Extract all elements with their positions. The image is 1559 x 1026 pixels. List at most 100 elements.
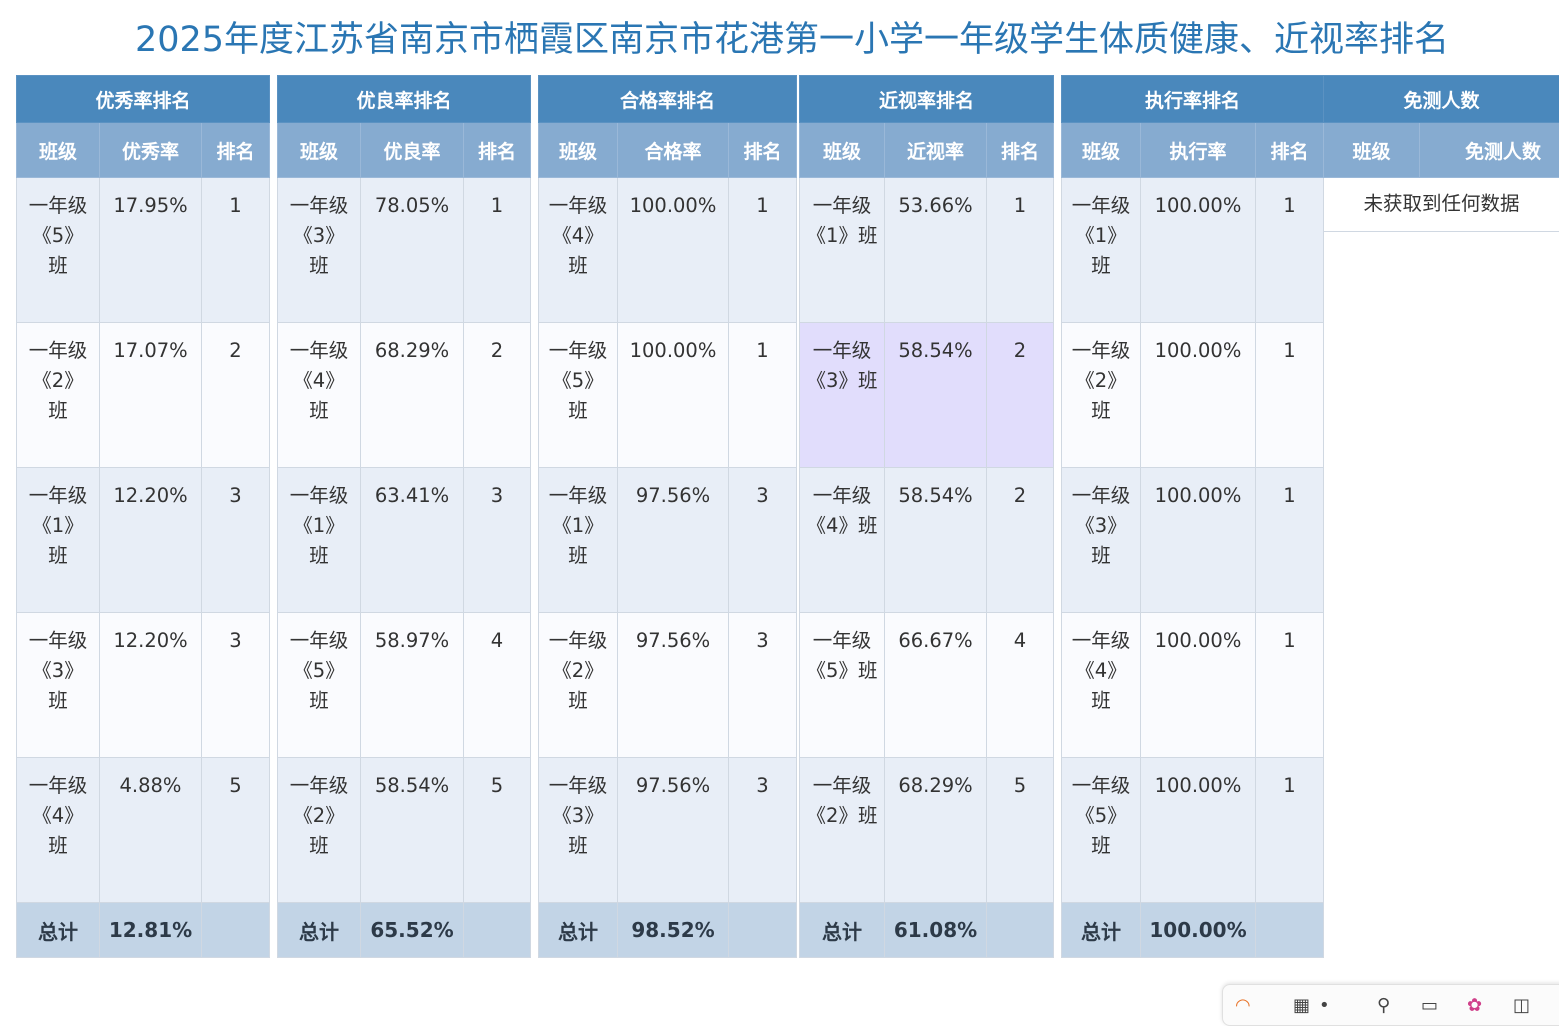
rank-cell: 1 <box>1256 758 1324 903</box>
class-cell: 一年级《1》班 <box>539 468 618 613</box>
class-cell: 一年级《3》班 <box>539 758 618 903</box>
rank-cell: 1 <box>1256 178 1324 323</box>
column-header-rank[interactable]: 排名 <box>464 123 531 178</box>
rate-cell: 12.20% <box>100 613 202 758</box>
rate-cell: 17.07% <box>100 323 202 468</box>
column-header-class[interactable]: 班级 <box>539 123 618 178</box>
column-header-class[interactable]: 班级 <box>1062 123 1141 178</box>
rank-cell: 3 <box>729 613 797 758</box>
rate-cell: 100.00% <box>1141 468 1256 613</box>
column-header-rate[interactable]: 执行率 <box>1141 123 1256 178</box>
total-rank-empty <box>464 903 531 958</box>
rate-cell: 100.00% <box>1141 178 1256 323</box>
rate-cell: 100.00% <box>618 178 729 323</box>
total-label: 总计 <box>539 903 618 958</box>
column-header-rate[interactable]: 优秀率 <box>100 123 202 178</box>
class-cell: 一年级《2》班 <box>800 758 885 903</box>
class-cell: 一年级《3》班 <box>278 178 361 323</box>
page-title: 2025年度江苏省南京市栖霞区南京市花港第一小学一年级学生体质健康、近视率排名 <box>0 14 1559 66</box>
search-icon[interactable]: ⚲ <box>1377 997 1390 1015</box>
split-view-icon[interactable]: ◫ <box>1513 997 1530 1015</box>
column-header-rank[interactable]: 排名 <box>729 123 797 178</box>
rank-cell: 1 <box>729 323 797 468</box>
rate-cell: 58.54% <box>885 468 987 613</box>
rate-cell: 97.56% <box>618 758 729 903</box>
total-rate: 61.08% <box>885 903 987 958</box>
rate-cell: 100.00% <box>1141 758 1256 903</box>
window-icon[interactable]: ▭ <box>1421 997 1438 1015</box>
rank-cell: 2 <box>202 323 270 468</box>
column-header-rank[interactable]: 排名 <box>202 123 270 178</box>
rate-cell: 58.54% <box>361 758 464 903</box>
column-header-rate[interactable]: 近视率 <box>885 123 987 178</box>
rank-cell: 3 <box>202 613 270 758</box>
total-rate: 98.52% <box>618 903 729 958</box>
puzzle-icon[interactable]: ✿ <box>1467 997 1482 1015</box>
table-group-title: 免测人数 <box>1324 76 1559 123</box>
class-cell: 一年级《1》班 <box>1062 178 1141 323</box>
column-header-class[interactable]: 班级 <box>800 123 885 178</box>
rate-cell: 97.56% <box>618 468 729 613</box>
rank-cell: 3 <box>464 468 531 613</box>
total-label: 总计 <box>800 903 885 958</box>
class-cell: 一年级《5》班 <box>278 613 361 758</box>
column-header-rank[interactable]: 排名 <box>1256 123 1324 178</box>
grid-icon[interactable]: ▦ <box>1293 997 1310 1015</box>
rank-cell: 5 <box>464 758 531 903</box>
rate-cell: 68.29% <box>361 323 464 468</box>
rate-cell: 68.29% <box>885 758 987 903</box>
column-header-class[interactable]: 班级 <box>1324 123 1420 178</box>
class-cell: 一年级《3》班 <box>17 613 100 758</box>
total-rank-empty <box>1256 903 1324 958</box>
column-header-class[interactable]: 班级 <box>17 123 100 178</box>
dot-icon[interactable]: • <box>1319 997 1330 1015</box>
app-logo-icon[interactable]: ◠ <box>1235 997 1251 1015</box>
class-cell: 一年级《4》班 <box>278 323 361 468</box>
column-header-rank[interactable]: 排名 <box>987 123 1054 178</box>
rate-cell: 100.00% <box>1141 613 1256 758</box>
column-header-class[interactable]: 班级 <box>278 123 361 178</box>
rate-cell: 63.41% <box>361 468 464 613</box>
class-cell: 一年级《3》班 <box>1062 468 1141 613</box>
column-header-rate[interactable]: 合格率 <box>618 123 729 178</box>
empty-row: 未获取到任何数据 <box>1324 178 1559 232</box>
column-header-exempt-count[interactable]: 免测人数 <box>1420 123 1559 178</box>
rank-cell: 1 <box>1256 468 1324 613</box>
rate-cell: 4.88% <box>100 758 202 903</box>
total-label: 总计 <box>17 903 100 958</box>
rank-cell: 1 <box>464 178 531 323</box>
class-cell: 一年级《4》班 <box>1062 613 1141 758</box>
class-cell: 一年级《2》班 <box>1062 323 1141 468</box>
column-header-rate[interactable]: 优良率 <box>361 123 464 178</box>
